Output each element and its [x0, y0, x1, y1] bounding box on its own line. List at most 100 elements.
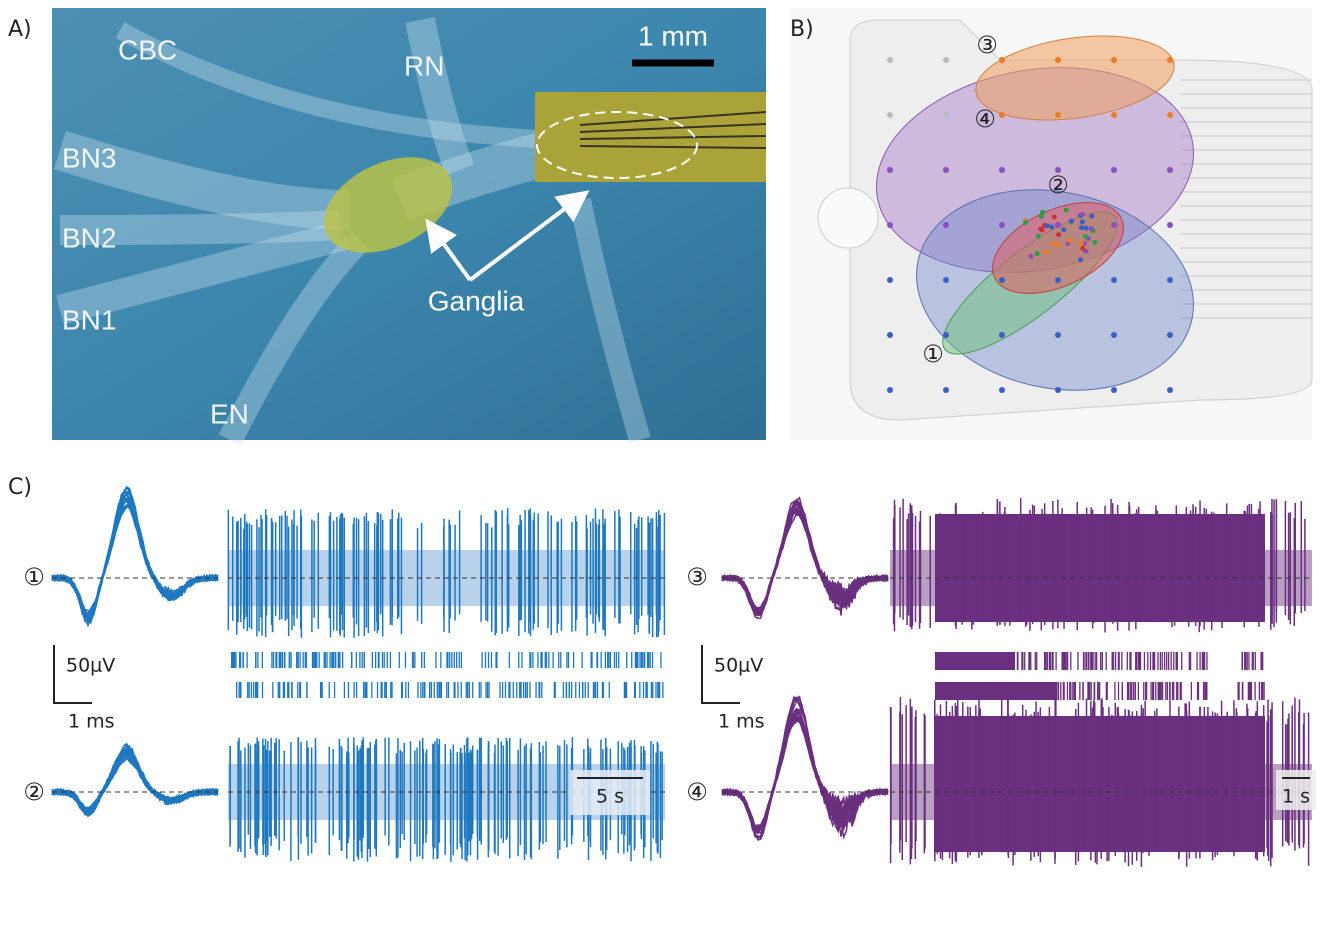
scale-label: 1 mm: [638, 20, 708, 51]
electrode: [999, 222, 1005, 228]
panel-c: [52, 487, 1312, 867]
electrode: [1111, 222, 1117, 228]
electrode: [1049, 225, 1054, 230]
electrode: [943, 222, 949, 228]
unit-label: ④: [686, 778, 708, 806]
electrode: [1067, 238, 1072, 243]
electrode: [1055, 243, 1060, 248]
unit-label: ①: [23, 563, 45, 591]
waveform: [52, 744, 218, 814]
nerve-label: RN: [404, 50, 444, 81]
panel-label: A): [8, 17, 32, 42]
electrode: [943, 112, 949, 118]
electrode: [1080, 212, 1085, 217]
waveform: [52, 493, 218, 620]
panel-b: ③ ④ ② ①: [790, 8, 1312, 440]
electrode: [887, 222, 893, 228]
electrode: [1056, 232, 1061, 237]
unit-label: ②: [1047, 171, 1069, 199]
electrode: [943, 167, 949, 173]
electrode: [1083, 234, 1088, 239]
electrode: [1064, 208, 1069, 213]
unit-label: ①: [922, 340, 944, 368]
array-hole: [818, 188, 878, 248]
electrode: [887, 112, 893, 118]
electrode: [1080, 246, 1085, 251]
electrode: [1111, 277, 1117, 283]
unit-label: ③: [976, 31, 998, 59]
waveform: [52, 745, 218, 816]
electrode: [1078, 257, 1083, 262]
nerve-label: CBC: [118, 34, 177, 65]
waveform: [52, 491, 218, 623]
electrode: [1167, 112, 1173, 118]
electrode: [887, 277, 893, 283]
burst: [935, 514, 1265, 622]
nerve-label: BN1: [62, 304, 116, 335]
electrode: [887, 332, 893, 338]
electrode: [999, 387, 1005, 393]
unit-label: ③: [686, 563, 708, 591]
electrode: [1036, 234, 1041, 239]
electrode: [1055, 277, 1061, 283]
electrode: [1055, 57, 1061, 63]
electrode: [1111, 112, 1117, 118]
electrode: [999, 332, 1005, 338]
time-label: 1 ms: [68, 711, 115, 733]
electrode: [1089, 226, 1094, 231]
electrode: [943, 387, 949, 393]
amplitude-label: 50μV: [66, 655, 115, 677]
electrode: [1089, 214, 1094, 219]
nerve-label: BN3: [62, 142, 116, 173]
electrode: [999, 167, 1005, 173]
electrode: [943, 57, 949, 63]
electrode: [1111, 332, 1117, 338]
waveform: [722, 503, 888, 616]
electrode: [1167, 167, 1173, 173]
electrode: [1111, 387, 1117, 393]
unit-label: ④: [974, 105, 996, 133]
electrode: [1092, 240, 1097, 245]
electrode: [999, 277, 1005, 283]
time-label: 1 ms: [718, 711, 765, 733]
nerve-label: BN2: [62, 222, 116, 253]
electrode: [1044, 250, 1049, 255]
panel-a: 1 mm CBC RN BN3 BN2 BN1 EN Ganglia: [52, 8, 766, 440]
electrode: [1040, 227, 1045, 232]
electrode: [1111, 167, 1117, 173]
electrode: [1055, 332, 1061, 338]
electrode: [1083, 226, 1088, 231]
figure: 1 mm CBC RN BN3 BN2 BN1 EN Ganglia A) ③ …: [0, 0, 1327, 925]
electrode: [1055, 222, 1061, 228]
electrode: [943, 277, 949, 283]
electrode: [1069, 219, 1074, 224]
electrode: [1167, 277, 1173, 283]
electrode: [887, 387, 893, 393]
electrode: [1055, 112, 1061, 118]
panel-label: B): [790, 17, 814, 42]
electrode: [1061, 227, 1066, 232]
electrode: [887, 57, 893, 63]
electrode: [1080, 219, 1085, 224]
electrode: [943, 332, 949, 338]
duration-label: 1 s: [1282, 786, 1310, 808]
panel-label: C): [8, 475, 32, 500]
electrode: [1167, 332, 1173, 338]
electrode: [1167, 222, 1173, 228]
electrode: [1055, 387, 1061, 393]
electrode: [1111, 57, 1117, 63]
amplitude-label: 50μV: [714, 655, 763, 677]
event-block: [935, 652, 1015, 670]
electrode: [1052, 214, 1057, 219]
electrode: [1167, 387, 1173, 393]
electrode: [1035, 251, 1040, 256]
electrode: [1079, 225, 1084, 230]
electrode: [1040, 210, 1045, 215]
electrode: [1167, 57, 1173, 63]
event-block: [935, 682, 1055, 700]
electrode: [1023, 220, 1028, 225]
electrode: [1045, 223, 1050, 228]
electrode: [1079, 240, 1084, 245]
duration-label: 5 s: [596, 786, 624, 808]
waveform: [722, 716, 888, 830]
